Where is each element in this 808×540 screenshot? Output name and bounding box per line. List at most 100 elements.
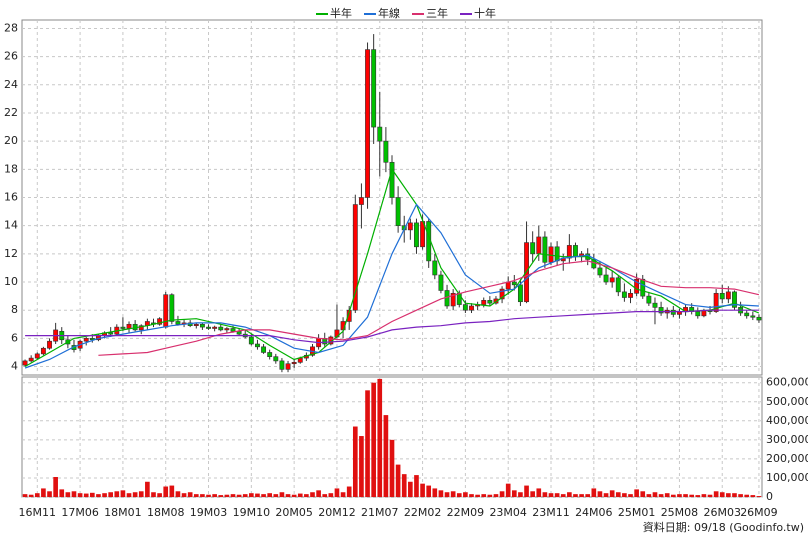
volume-bar xyxy=(695,495,701,497)
volume-tick-label: 500,000 xyxy=(766,395,808,408)
candle-body xyxy=(713,292,719,312)
candle-body xyxy=(566,245,572,259)
y-tick-label: 16 xyxy=(4,191,18,204)
candle-body xyxy=(444,290,450,307)
volume-bar xyxy=(193,494,199,497)
candle-body xyxy=(218,326,224,331)
candle-body xyxy=(750,315,756,318)
volume-bar xyxy=(108,492,114,497)
volume-bar xyxy=(573,494,578,497)
candle-body xyxy=(395,197,401,226)
candle-body xyxy=(291,362,297,365)
volume-bar xyxy=(297,493,303,497)
candle-body xyxy=(34,353,40,359)
candle-body xyxy=(481,300,487,305)
volume-bar xyxy=(285,494,291,497)
volume-bar xyxy=(304,494,309,497)
volume-bar xyxy=(279,492,285,497)
x-tick-label: 19M03 xyxy=(190,506,228,519)
candle-body xyxy=(138,325,144,331)
candle-body xyxy=(511,281,517,286)
volume-bar xyxy=(420,483,425,497)
candle-body xyxy=(597,267,603,276)
candle-body xyxy=(725,291,731,300)
candle-body xyxy=(670,309,676,315)
volume-bar xyxy=(707,494,713,497)
candle-body xyxy=(732,291,737,308)
candle-body xyxy=(438,274,444,291)
candle-body xyxy=(261,346,267,353)
volume-tick-label: 200,000 xyxy=(766,452,808,465)
volume-bar xyxy=(371,382,376,497)
volume-bar xyxy=(518,492,523,497)
candle-body xyxy=(40,347,46,355)
candle-body xyxy=(267,352,273,357)
volume-bar xyxy=(71,491,77,497)
volume-bar xyxy=(719,492,725,497)
candle-body xyxy=(224,328,230,331)
candle-body xyxy=(695,311,701,317)
candle-body xyxy=(83,338,89,342)
candle-body xyxy=(414,222,419,248)
volume-bar xyxy=(90,492,95,497)
volume-bar xyxy=(683,494,688,497)
volume-bar xyxy=(395,464,401,497)
volume-bar xyxy=(126,493,132,497)
ma-line xyxy=(24,203,759,369)
legend-label: 年線 xyxy=(378,6,400,20)
y-tick-label: 12 xyxy=(4,247,18,260)
candle-body xyxy=(47,340,52,349)
candle-body xyxy=(658,307,664,314)
volume-bar xyxy=(242,494,248,497)
y-tick-label: 24 xyxy=(4,78,18,91)
volume-bar xyxy=(41,488,46,497)
volume-bar xyxy=(750,495,756,497)
volume-bar xyxy=(273,494,279,497)
volume-bar xyxy=(591,488,597,497)
volume-bar xyxy=(120,490,126,497)
volume-bar xyxy=(738,494,743,497)
volume-bar xyxy=(499,491,505,497)
volume-bar xyxy=(151,492,156,497)
candle-body xyxy=(383,140,389,163)
volume-bar xyxy=(316,490,321,497)
volume-bar xyxy=(634,489,639,497)
volume-bar xyxy=(96,494,101,497)
candle-body xyxy=(628,292,633,298)
volume-bar xyxy=(622,493,627,497)
volume-bar xyxy=(34,493,40,497)
candle-body xyxy=(285,363,291,370)
volume-bar xyxy=(187,492,193,497)
volume-bar xyxy=(615,492,621,497)
volume-bar xyxy=(426,485,432,497)
candle-body xyxy=(432,260,438,276)
candle-body xyxy=(365,49,370,198)
volume-bar xyxy=(389,439,395,497)
volume-bar xyxy=(481,494,487,497)
volume-bar xyxy=(652,492,658,497)
volume-bar xyxy=(432,488,438,497)
candle-body xyxy=(126,323,132,329)
volume-bar xyxy=(249,493,254,497)
x-tick-label: 23M11 xyxy=(532,506,570,519)
volume-bar xyxy=(463,492,468,497)
volume-bar xyxy=(383,415,389,497)
candle-body xyxy=(157,318,163,325)
x-tick-label: 26M03 xyxy=(703,506,741,519)
volume-bar xyxy=(132,492,138,497)
y-tick-label: 8 xyxy=(11,303,18,316)
y-tick-label: 6 xyxy=(11,331,18,344)
candle-body xyxy=(389,161,395,198)
volume-bar xyxy=(200,494,205,497)
volume-bar xyxy=(438,490,444,497)
candle-body xyxy=(371,49,377,128)
candle-body xyxy=(603,274,609,283)
volume-bar xyxy=(677,494,682,497)
candle-body xyxy=(255,343,260,348)
volume-bar xyxy=(310,492,315,497)
volume-bar xyxy=(83,493,89,497)
volume-bar xyxy=(628,494,633,497)
volume-tick-label: 0 xyxy=(766,490,773,503)
legend-label: 半年 xyxy=(330,6,352,20)
